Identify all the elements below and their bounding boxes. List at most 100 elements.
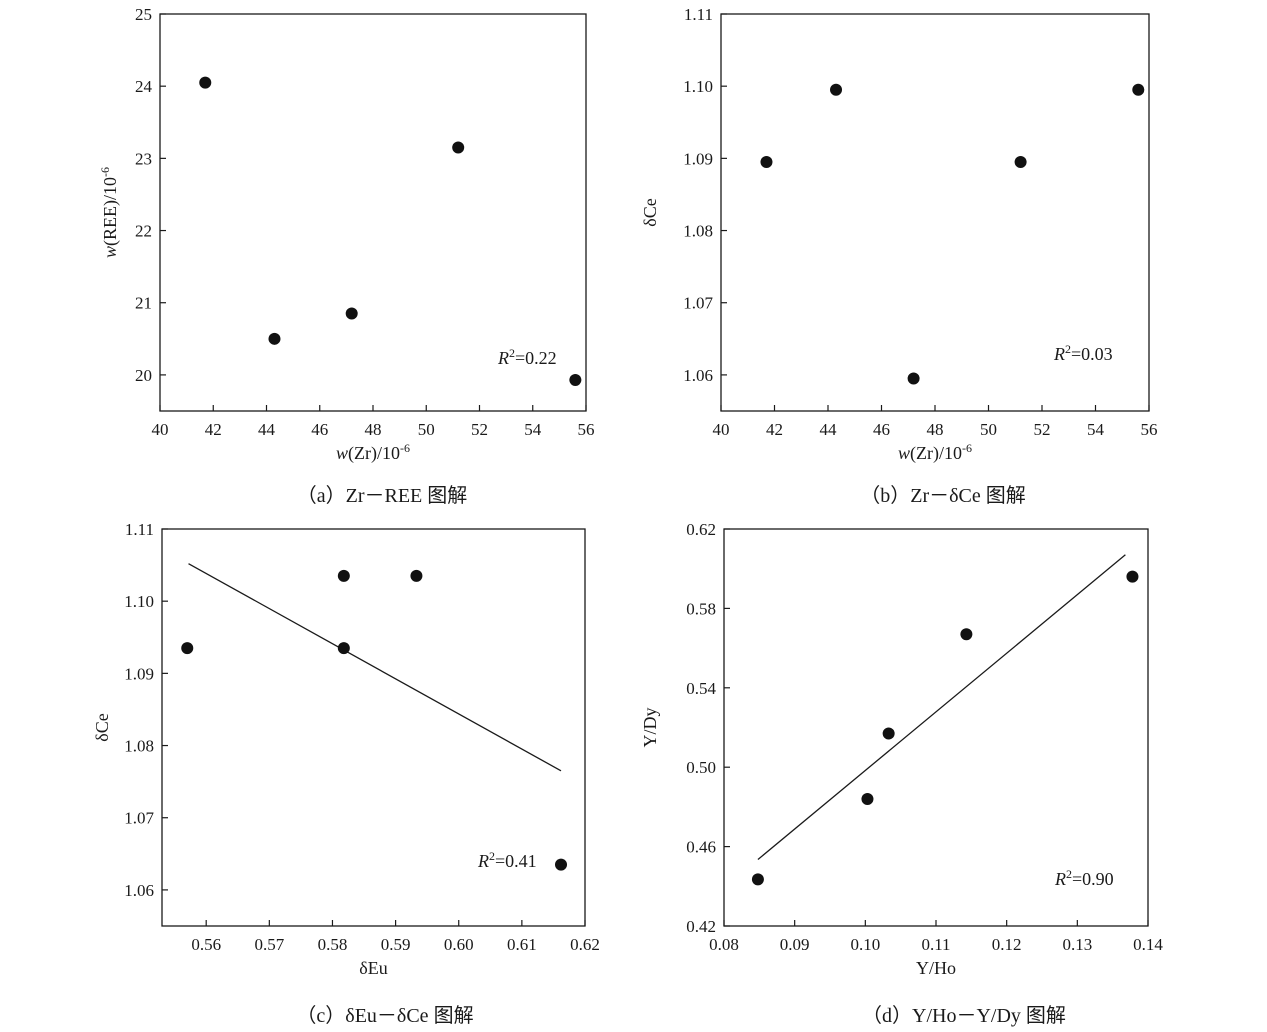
r-squared-label: R2=0.22 [497, 346, 557, 368]
x-tick-label: 0.09 [780, 935, 810, 954]
x-axis-label: w(Zr)/10-6 [336, 441, 410, 464]
x-tick-label: 0.56 [191, 935, 221, 954]
data-point [337, 642, 350, 655]
regression-line [757, 554, 1126, 861]
y-tick-label: 1.06 [683, 366, 713, 385]
chart-panel-1: 40 42 44 46 48 50 52 54 56 20 21 22 23 24 25 w(Zr)/10-6… [98, 5, 595, 507]
data-point [960, 628, 973, 641]
y-axis-label: Y/Dy [640, 708, 660, 748]
y-tick-label: 1.10 [124, 592, 154, 611]
data-point [410, 569, 423, 582]
x-tick-label: 40 [152, 420, 169, 439]
y-tick-label: 23 [135, 149, 152, 168]
x-tick-label: 56 [578, 420, 595, 439]
x-tick-label: 0.62 [570, 935, 600, 954]
x-tick-label: 54 [524, 420, 542, 439]
panel-caption: （c）δEu－δCe 图解 [296, 1004, 473, 1027]
y-tick-label: 1.06 [124, 881, 154, 900]
data-point [751, 873, 764, 886]
y-tick-label: 1.11 [125, 520, 154, 539]
x-tick-label: 46 [311, 420, 328, 439]
chart-panel-2: 40 42 44 46 48 50 52 54 56 1.06 1.07 1.08 1.09 1.10 1.… [640, 5, 1158, 507]
data-point [1014, 155, 1027, 168]
data-point [882, 727, 895, 740]
x-tick-label: 0.08 [709, 935, 739, 954]
x-tick-label: 50 [418, 420, 435, 439]
data-point [452, 141, 465, 154]
y-tick-label: 21 [135, 294, 152, 313]
y-tick-label: 1.08 [124, 737, 154, 756]
y-axis-label: δCe [640, 198, 660, 226]
x-tick-label: 0.61 [507, 935, 537, 954]
x-tick-label: 0.13 [1062, 935, 1092, 954]
x-tick-label: 44 [258, 420, 276, 439]
chart-panel-4: 0.08 0.09 0.10 0.11 0.12 0.13 0.14 0.42 0.46 0.50… [640, 520, 1163, 1027]
x-tick-label: 46 [873, 420, 890, 439]
x-tick-label: 48 [927, 420, 944, 439]
x-tick-label: 40 [713, 420, 730, 439]
x-tick-label: 42 [766, 420, 783, 439]
chart-panel-3: 0.56 0.57 0.58 0.59 0.60 0.61 0.62 1.06 1.07 1.08… [92, 520, 600, 1027]
y-tick-label: 1.07 [124, 809, 154, 828]
x-tick-label: 0.59 [381, 935, 411, 954]
data-point [268, 332, 281, 345]
x-tick-label: 0.57 [254, 935, 284, 954]
x-tick-label: 0.10 [850, 935, 880, 954]
regression-line [188, 563, 562, 772]
y-tick-label: 0.62 [686, 520, 716, 539]
panel-caption: （b）Zr－δCe 图解 [860, 484, 1026, 507]
x-tick-label: 48 [365, 420, 382, 439]
y-tick-label: 1.08 [683, 222, 713, 241]
y-tick-label: 20 [135, 366, 152, 385]
data-point [345, 307, 358, 320]
data-point [555, 858, 568, 871]
y-tick-label: 25 [135, 5, 152, 24]
r-squared-label: R2=0.90 [1054, 867, 1114, 889]
y-axis-label: δCe [92, 713, 112, 741]
x-axis-label: w(Zr)/10-6 [898, 441, 972, 464]
x-tick-label: 0.12 [992, 935, 1022, 954]
x-axis-label: δEu [359, 958, 387, 978]
x-axis-label: Y/Ho [916, 958, 956, 978]
y-tick-label: 1.09 [124, 664, 154, 683]
x-tick-label: 54 [1087, 420, 1105, 439]
y-tick-label: 0.54 [686, 679, 716, 698]
x-tick-label: 52 [471, 420, 488, 439]
x-tick-label: 0.58 [318, 935, 348, 954]
y-tick-label: 1.07 [683, 294, 713, 313]
data-point [569, 373, 582, 386]
y-tick-label: 1.11 [684, 5, 713, 24]
data-point [760, 155, 773, 168]
panel-caption: （a）Zr－REE 图解 [297, 484, 468, 507]
y-tick-label: 1.09 [683, 149, 713, 168]
x-tick-label: 0.11 [921, 935, 950, 954]
data-point [861, 792, 874, 805]
data-point [1132, 83, 1145, 96]
r-squared-label: R2=0.41 [477, 849, 537, 871]
x-tick-label: 44 [820, 420, 838, 439]
x-tick-label: 56 [1141, 420, 1158, 439]
plot-frame [161, 528, 586, 927]
data-point [1126, 570, 1139, 583]
panel-caption: （d）Y/Ho－Y/Dy 图解 [862, 1004, 1066, 1027]
y-tick-label: 1.10 [683, 77, 713, 96]
data-point [199, 76, 212, 89]
y-tick-label: 0.58 [686, 599, 716, 618]
y-axis-label: w(REE)/10-6 [98, 167, 121, 258]
x-tick-label: 52 [1034, 420, 1051, 439]
x-tick-label: 42 [205, 420, 222, 439]
y-tick-label: 24 [135, 77, 153, 96]
y-tick-label: 0.42 [686, 917, 716, 936]
data-point [337, 569, 350, 582]
data-point [907, 372, 920, 385]
x-tick-label: 0.60 [444, 935, 474, 954]
r-squared-label: R2=0.03 [1053, 342, 1113, 364]
data-point [181, 642, 194, 655]
y-tick-label: 0.50 [686, 758, 716, 777]
data-point [830, 83, 843, 96]
y-tick-label: 0.46 [686, 838, 716, 857]
x-tick-label: 50 [980, 420, 997, 439]
y-tick-label: 22 [135, 222, 152, 241]
x-tick-label: 0.14 [1133, 935, 1163, 954]
